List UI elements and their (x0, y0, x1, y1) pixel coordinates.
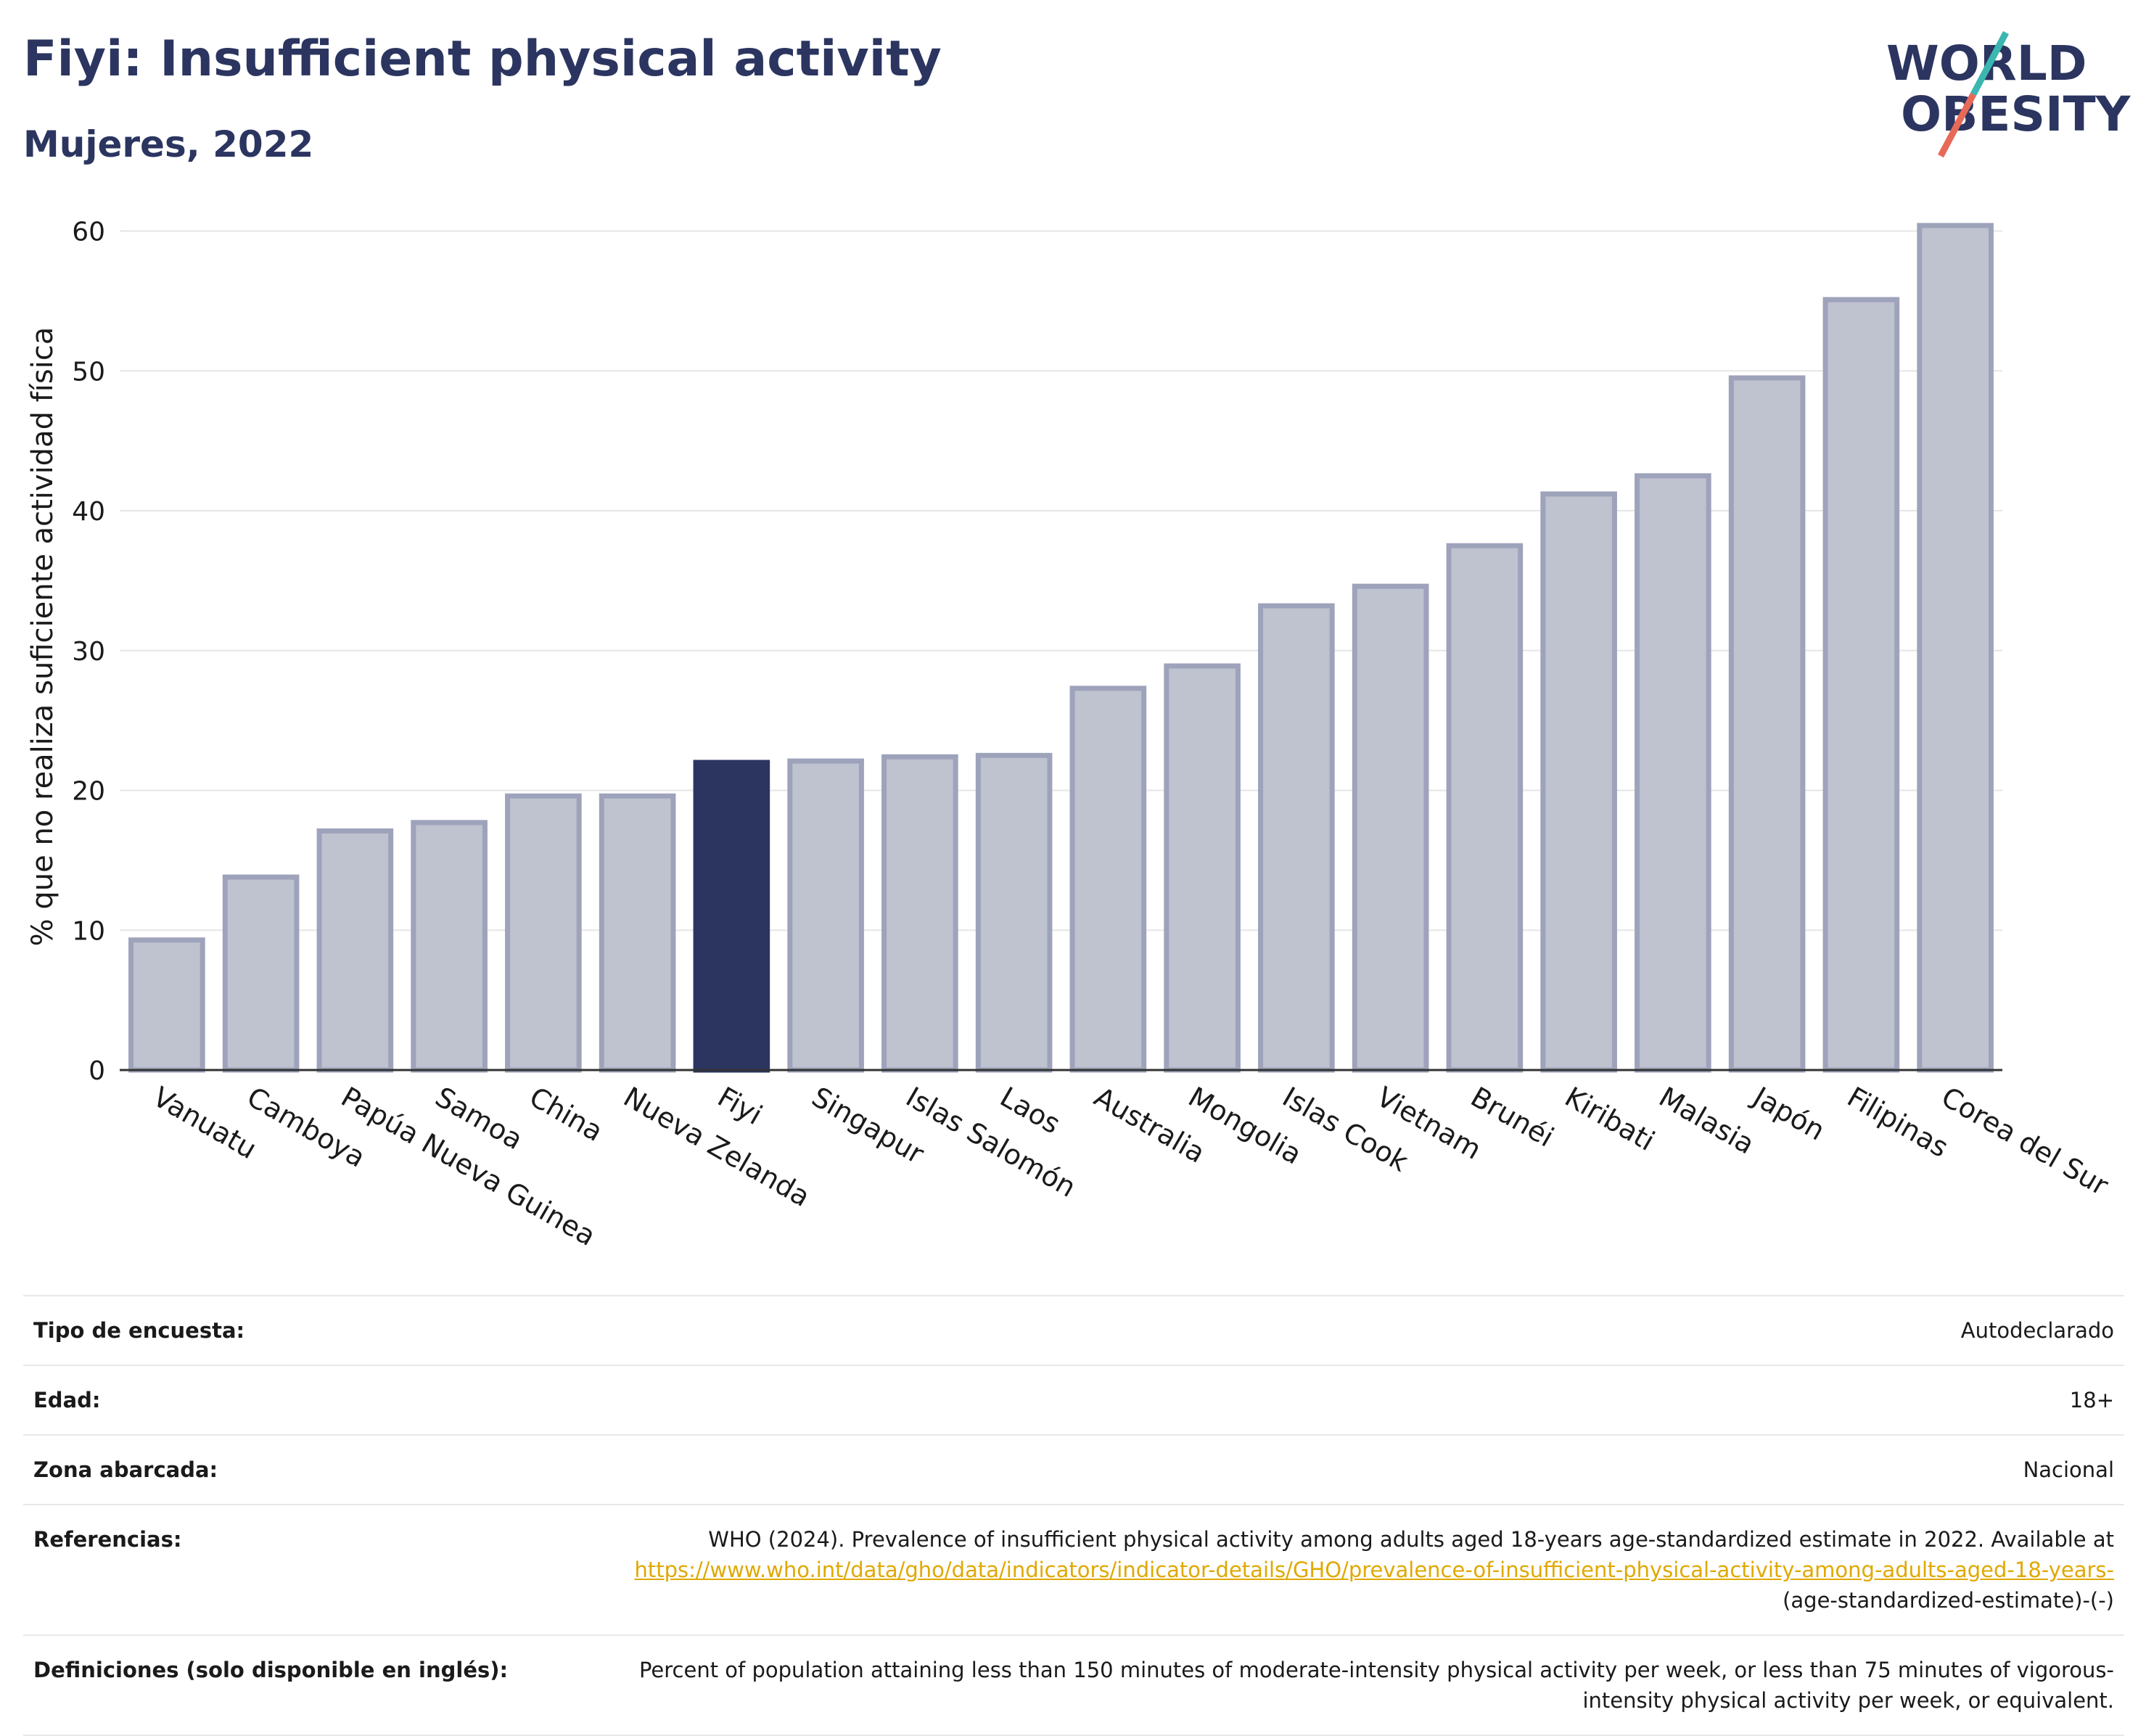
info-row-age: Edad: 18+ (23, 1365, 2124, 1436)
references-value: WHO (2024). Prevalence of insufficient p… (595, 1504, 2124, 1637)
y-tick-labels: 0 10 20 30 40 50 60 (72, 218, 105, 1086)
logo-line2: OBESITY (1901, 86, 2131, 142)
references-link[interactable]: https://www.who.int/data/gho/data/indica… (634, 1558, 2114, 1583)
bar-camboya[interactable] (222, 874, 300, 1073)
x-tick-label: Corea del Sur (1936, 1081, 2114, 1202)
x-tick-label: Filipinas (1842, 1081, 1954, 1164)
info-table: Tipo de encuesta: Autodeclarado Edad: 18… (23, 1294, 2124, 1736)
bar-japón[interactable] (1728, 375, 1806, 1073)
x-tick-label: Fiyi (712, 1081, 768, 1131)
definitions-value: Percent of population attaining less tha… (595, 1634, 2124, 1736)
area-label: Zona abarcada: (23, 1434, 595, 1506)
bar-islas-salomón[interactable] (881, 754, 958, 1073)
bar-corea-del-sur[interactable] (1917, 223, 1994, 1073)
world-obesity-logo: WORLD OBESITY (1886, 30, 2131, 158)
bar-mongolia[interactable] (1164, 663, 1241, 1073)
bar-brunéi[interactable] (1446, 543, 1524, 1073)
bar-kiribati[interactable] (1540, 491, 1617, 1073)
bars (128, 223, 1994, 1073)
x-tick-label: Malasia (1653, 1081, 1759, 1161)
info-row-area: Zona abarcada: Nacional (23, 1434, 2124, 1506)
y-tick-label: 0 (89, 1056, 105, 1086)
age-value: 18+ (595, 1365, 2124, 1436)
bar-islas-cook[interactable] (1258, 603, 1335, 1073)
references-label: Referencias: (23, 1504, 595, 1637)
grid-lines (120, 230, 2002, 931)
info-row-references: Referencias: WHO (2024). Prevalence of i… (23, 1504, 2124, 1637)
area-value: Nacional (595, 1434, 2124, 1506)
bar-malasia[interactable] (1635, 473, 1711, 1073)
survey-type-value: Autodeclarado (595, 1294, 2124, 1367)
y-tick-label: 40 (72, 497, 105, 527)
x-tick-label: Vanuatu (147, 1081, 262, 1165)
bar-laos[interactable] (975, 752, 1053, 1073)
y-tick-label: 60 (72, 218, 105, 247)
logo-slash-coral (1938, 92, 1976, 158)
bar-vanuatu[interactable] (128, 937, 205, 1073)
bar-vietnam[interactable] (1352, 583, 1429, 1073)
references-text: WHO (2024). Prevalence of insufficient p… (708, 1527, 2114, 1552)
age-label: Edad: (23, 1365, 595, 1436)
references-suffix: (age-standardized-estimate)-(-) (1783, 1588, 2114, 1613)
y-axis-label: % que no realiza suficiente actividad fí… (26, 327, 59, 947)
x-tick-label: Japón (1746, 1080, 1830, 1147)
x-tick-label: Kiribati (1560, 1081, 1661, 1157)
bar-australia[interactable] (1069, 686, 1147, 1073)
y-tick-label: 10 (72, 916, 105, 946)
y-tick-label: 50 (72, 357, 105, 387)
info-row-definitions: Definiciones (solo disponible en inglés)… (23, 1634, 2124, 1736)
page-title: Fiyi: Insufficient physical activity (23, 30, 942, 88)
bar-nueva-zelanda[interactable] (599, 793, 676, 1073)
bar-filipinas[interactable] (1822, 297, 1900, 1073)
bar-singapur[interactable] (787, 758, 864, 1073)
bar-samoa[interactable] (411, 820, 488, 1073)
info-row-survey: Tipo de encuesta: Autodeclarado (23, 1294, 2124, 1367)
bar-papúa-nueva-guinea[interactable] (316, 828, 394, 1073)
logo-slash-teal (1970, 30, 2009, 96)
bar-fiyi[interactable] (693, 760, 770, 1073)
bar-china[interactable] (505, 793, 582, 1073)
page-subtitle: Mujeres, 2022 (23, 123, 314, 165)
y-tick-label: 20 (72, 777, 105, 807)
x-tick-label: China (524, 1081, 608, 1148)
survey-type-label: Tipo de encuesta: (23, 1294, 595, 1367)
y-tick-label: 30 (72, 637, 105, 667)
definitions-label: Definiciones (solo disponible en inglés)… (23, 1634, 595, 1736)
